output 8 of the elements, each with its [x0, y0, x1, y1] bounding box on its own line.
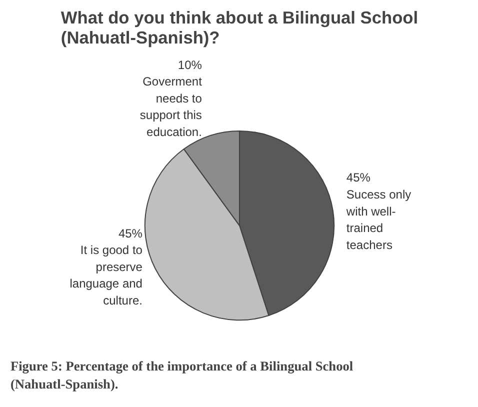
data-label: 45%: [346, 170, 371, 185]
data-label: 45%: [118, 226, 143, 240]
slice-label: Goverment needs to support this education.: [140, 74, 203, 139]
caption: Figure 5: Percentage of the importance of a Bilingual School (Nahuatl-Spanish).: [10, 358, 354, 392]
chart-title: What do you think about a Bilingual School (Nahuatl-Spanish)?: [60, 8, 418, 48]
slice-label: Sucess only with well-trained teachers: [345, 188, 412, 252]
slice-label: It is good to preserve language and culture.: [70, 243, 143, 308]
data-label: 10%: [178, 58, 202, 72]
